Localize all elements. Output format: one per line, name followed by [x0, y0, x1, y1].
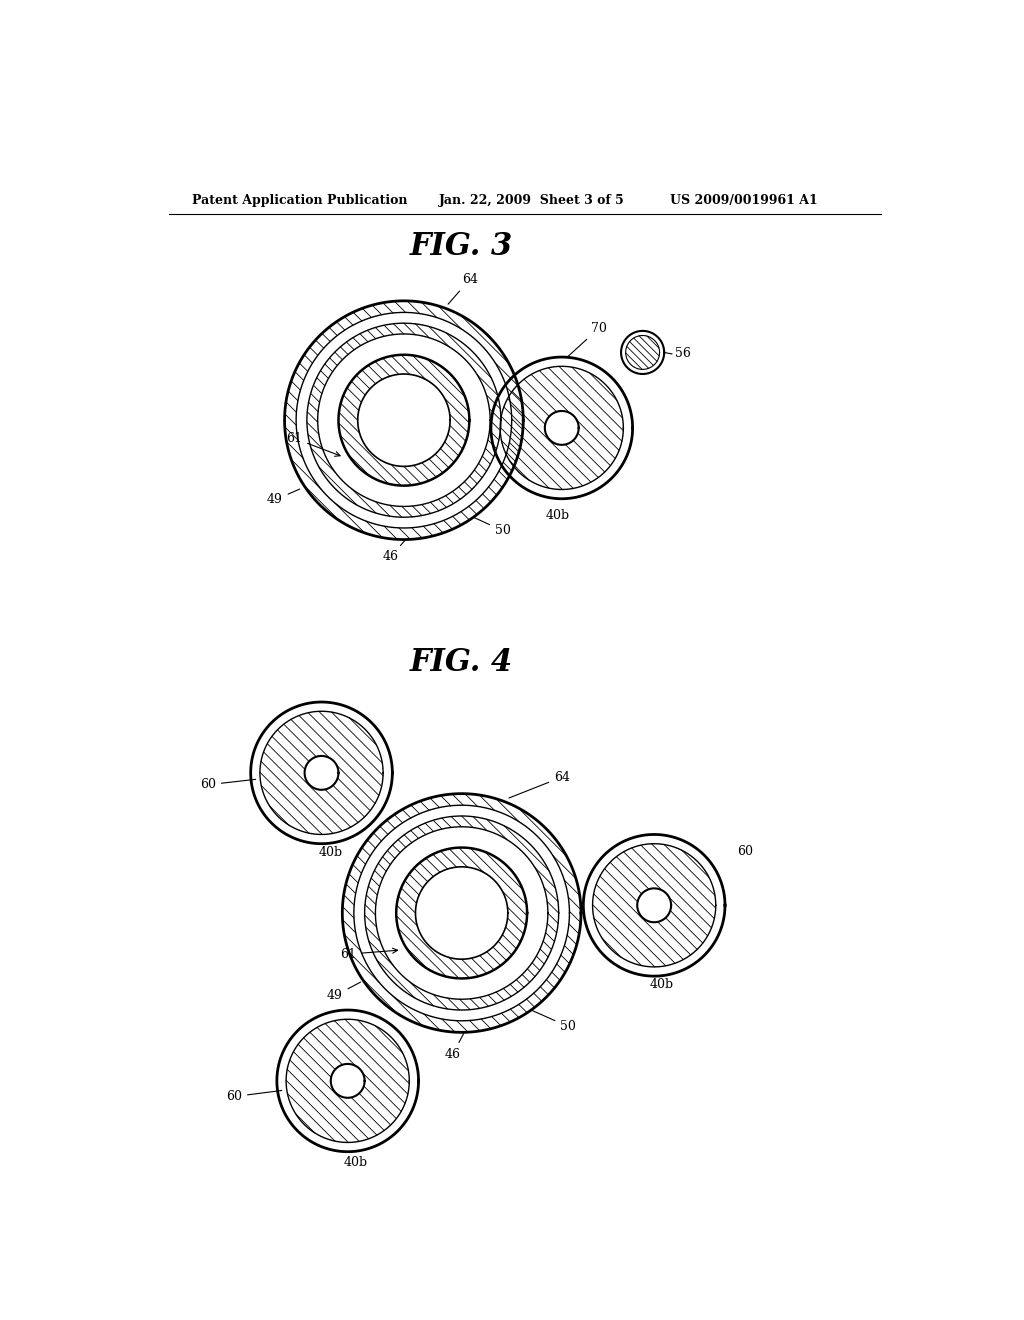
- Text: 50: 50: [531, 1010, 577, 1034]
- Text: Jan. 22, 2009  Sheet 3 of 5: Jan. 22, 2009 Sheet 3 of 5: [438, 194, 625, 207]
- Text: 64: 64: [509, 771, 570, 799]
- Text: 60: 60: [737, 845, 754, 858]
- Text: 49: 49: [327, 982, 360, 1002]
- Text: 40b: 40b: [343, 1155, 368, 1168]
- Text: 60: 60: [226, 1090, 282, 1104]
- Text: 64: 64: [449, 273, 477, 304]
- Text: 56: 56: [675, 347, 691, 360]
- Text: FIG. 4: FIG. 4: [410, 647, 513, 678]
- Text: 40b: 40b: [546, 508, 570, 521]
- Text: 49: 49: [267, 490, 300, 507]
- Text: 46: 46: [382, 540, 406, 564]
- Text: 61: 61: [340, 948, 397, 961]
- Text: 46: 46: [444, 1032, 464, 1061]
- Text: 60: 60: [200, 779, 256, 791]
- Text: US 2009/0019961 A1: US 2009/0019961 A1: [670, 194, 817, 207]
- Text: 40b: 40b: [650, 978, 674, 991]
- Text: FIG. 3: FIG. 3: [410, 231, 513, 263]
- Text: 50: 50: [474, 517, 511, 537]
- Text: Patent Application Publication: Patent Application Publication: [193, 194, 408, 207]
- Text: 61: 61: [286, 432, 340, 457]
- Text: 70: 70: [567, 322, 607, 356]
- Text: 40b: 40b: [318, 846, 343, 859]
